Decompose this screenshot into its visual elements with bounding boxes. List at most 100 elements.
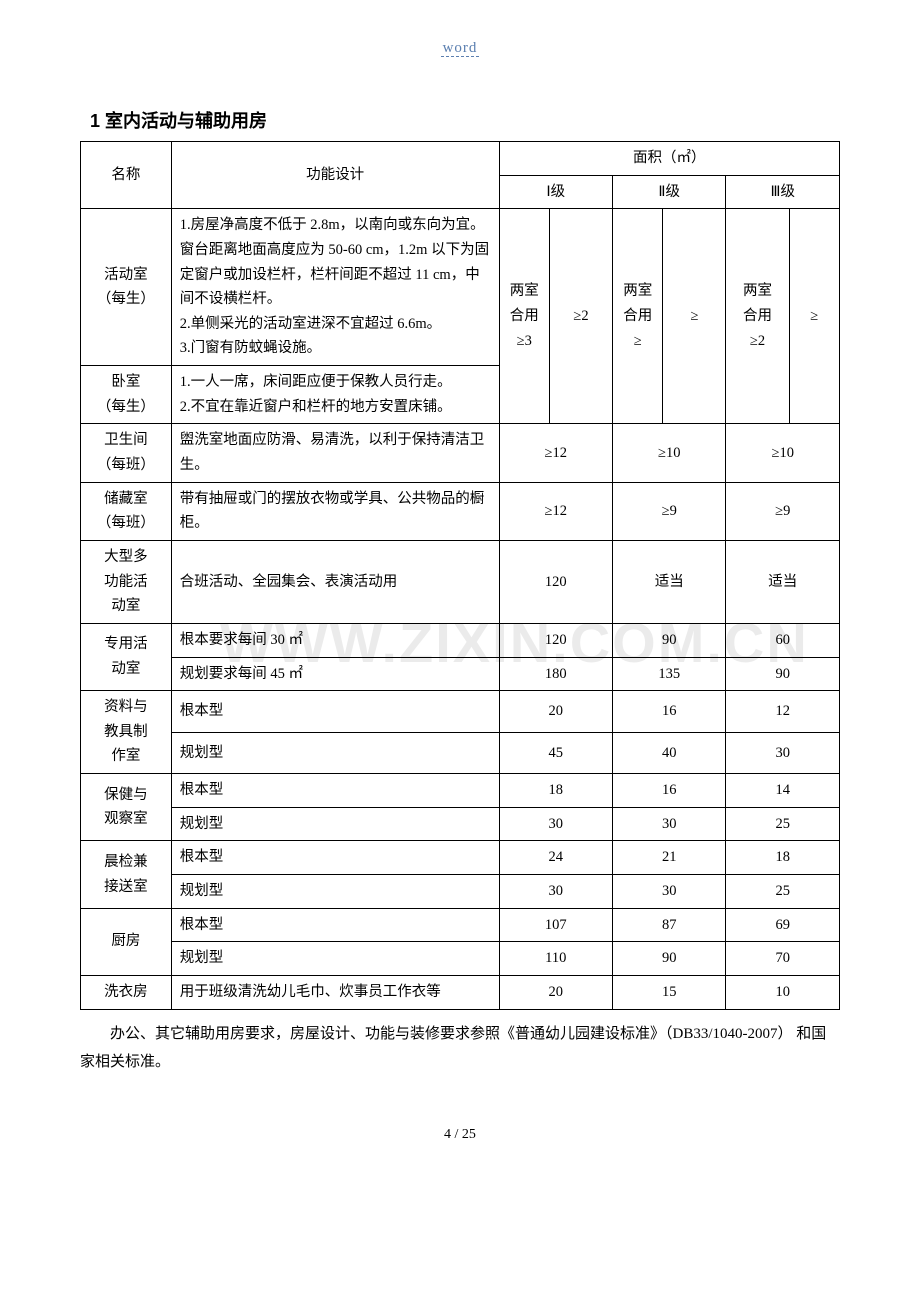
cell: 120 (499, 623, 612, 657)
table-row: 规划型 110 90 70 (81, 942, 840, 976)
cell: 根本型 (171, 908, 499, 942)
col-func: 功能设计 (171, 142, 499, 209)
cell: 30 (726, 732, 840, 773)
cell: 12 (726, 691, 840, 732)
health-name: 保健与观察室 (81, 774, 172, 841)
page-number: 4 / 25 (80, 1127, 840, 1143)
col-l2: Ⅱ级 (613, 175, 726, 209)
cell: 15 (613, 975, 726, 1009)
cell: 110 (499, 942, 612, 976)
activity-room-func: 1.房屋净高度不低于 2.8m，以南向或东向为宜。窗台距离地面高度应为 50-6… (171, 209, 499, 366)
cell: 40 (613, 732, 726, 773)
table-row: 储藏室 （每班） 带有抽屉或门的摆放衣物或学具、公共物品的橱柜。 ≥12 ≥9 … (81, 482, 840, 540)
col-l3: Ⅲ级 (726, 175, 840, 209)
cell: 60 (726, 623, 840, 657)
cell: 规划型 (171, 732, 499, 773)
cell: 20 (499, 975, 612, 1009)
cell: 规划型 (171, 942, 499, 976)
cell: 21 (613, 841, 726, 875)
cell: 69 (726, 908, 840, 942)
cell: 根本型 (171, 841, 499, 875)
cell: 90 (613, 623, 726, 657)
table-row: 活动室 （每生） 1.房屋净高度不低于 2.8m，以南向或东向为宜。窗台距离地面… (81, 209, 840, 366)
page: word 1 室内活动与辅助用房 WWW.ZIXIN.COM.CN 名称 功能设… (80, 40, 840, 1143)
table-row: 洗衣房 用于班级清洗幼儿毛巾、炊事员工作衣等 20 15 10 (81, 975, 840, 1009)
cell: 30 (499, 807, 612, 841)
table-row: 规划型 45 40 30 (81, 732, 840, 773)
table-row: 晨检兼接送室 根本型 24 21 18 (81, 841, 840, 875)
col-l1: Ⅰ级 (499, 175, 612, 209)
cell: 根本要求每间 30 ㎡ (171, 623, 499, 657)
bedroom-name: 卧室 （每生） (81, 366, 172, 424)
table-row: 规划型 30 30 25 (81, 875, 840, 909)
cell: ≥ (789, 209, 840, 424)
table-row: 专用活动室 根本要求每间 30 ㎡ 120 90 60 (81, 623, 840, 657)
cell: 25 (726, 875, 840, 909)
table-row: 保健与观察室 根本型 18 16 14 (81, 774, 840, 808)
laundry-func: 用于班级清洗幼儿毛巾、炊事员工作衣等 (171, 975, 499, 1009)
footnote: 办公、其它辅助用房要求，房屋设计、功能与装修要求参照《普通幼儿园建设标准》（DB… (80, 1020, 840, 1077)
col-name: 名称 (81, 142, 172, 209)
laundry-name: 洗衣房 (81, 975, 172, 1009)
col-area: 面积（㎡） (499, 142, 839, 176)
cell: 18 (499, 774, 612, 808)
cell: 根本型 (171, 691, 499, 732)
table-header-row: 名称 功能设计 面积（㎡） (81, 142, 840, 176)
rooms-table: 名称 功能设计 面积（㎡） Ⅰ级 Ⅱ级 Ⅲ级 活动室 （每生） 1.房屋净高度不… (80, 141, 840, 1010)
cell: ≥2 (549, 209, 612, 424)
cell: 两室合用≥ (613, 209, 663, 424)
storage-func: 带有抽屉或门的摆放衣物或学具、公共物品的橱柜。 (171, 482, 499, 540)
table-row: 规划要求每间 45 ㎡ 180 135 90 (81, 657, 840, 691)
table-row: 厨房 根本型 107 87 69 (81, 908, 840, 942)
cell: 18 (726, 841, 840, 875)
cell: 两室合用≥3 (499, 209, 549, 424)
cell: 16 (613, 774, 726, 808)
storage-name: 储藏室 （每班） (81, 482, 172, 540)
activity-room-name: 活动室 （每生） (81, 209, 172, 366)
table-row: 资料与教具制作室 根本型 20 16 12 (81, 691, 840, 732)
cell: ≥9 (726, 482, 840, 540)
cell: 两室合用≥2 (726, 209, 789, 424)
cell: 适当 (613, 540, 726, 623)
table-row: 规划型 30 30 25 (81, 807, 840, 841)
cell: ≥10 (726, 424, 840, 482)
cell: 30 (613, 807, 726, 841)
cell: ≥10 (613, 424, 726, 482)
bedroom-func: 1.一人一席，床间距应便于保教人员行走。 2.不宜在靠近窗户和栏杆的地方安置床铺… (171, 366, 499, 424)
cell: 24 (499, 841, 612, 875)
kitchen-name: 厨房 (81, 908, 172, 975)
toilet-func: 盥洗室地面应防滑、易清洗，以利于保持清洁卫生。 (171, 424, 499, 482)
cell: ≥12 (499, 482, 612, 540)
cell: 107 (499, 908, 612, 942)
multiroom-func: 合班活动、全园集会、表演活动用 (171, 540, 499, 623)
cell: 70 (726, 942, 840, 976)
cell: 90 (726, 657, 840, 691)
morning-name: 晨检兼接送室 (81, 841, 172, 908)
special-name: 专用活动室 (81, 623, 172, 690)
cell: 30 (613, 875, 726, 909)
cell: 适当 (726, 540, 840, 623)
cell: ≥9 (613, 482, 726, 540)
cell: ≥ (663, 209, 726, 424)
cell: 25 (726, 807, 840, 841)
cell: 87 (613, 908, 726, 942)
header-word-text: word (441, 40, 480, 57)
cell: ≥12 (499, 424, 612, 482)
cell: 120 (499, 540, 612, 623)
cell: 规划型 (171, 807, 499, 841)
cell: 30 (499, 875, 612, 909)
cell: 45 (499, 732, 612, 773)
cell: 90 (613, 942, 726, 976)
cell: 20 (499, 691, 612, 732)
cell: 10 (726, 975, 840, 1009)
cell: 规划型 (171, 875, 499, 909)
cell: 180 (499, 657, 612, 691)
cell: 根本型 (171, 774, 499, 808)
materials-name: 资料与教具制作室 (81, 691, 172, 774)
multiroom-name: 大型多功能活动室 (81, 540, 172, 623)
cell: 135 (613, 657, 726, 691)
toilet-name: 卫生间 （每班） (81, 424, 172, 482)
table-row: 大型多功能活动室 合班活动、全园集会、表演活动用 120 适当 适当 (81, 540, 840, 623)
cell: 16 (613, 691, 726, 732)
header-word: word (80, 40, 840, 57)
